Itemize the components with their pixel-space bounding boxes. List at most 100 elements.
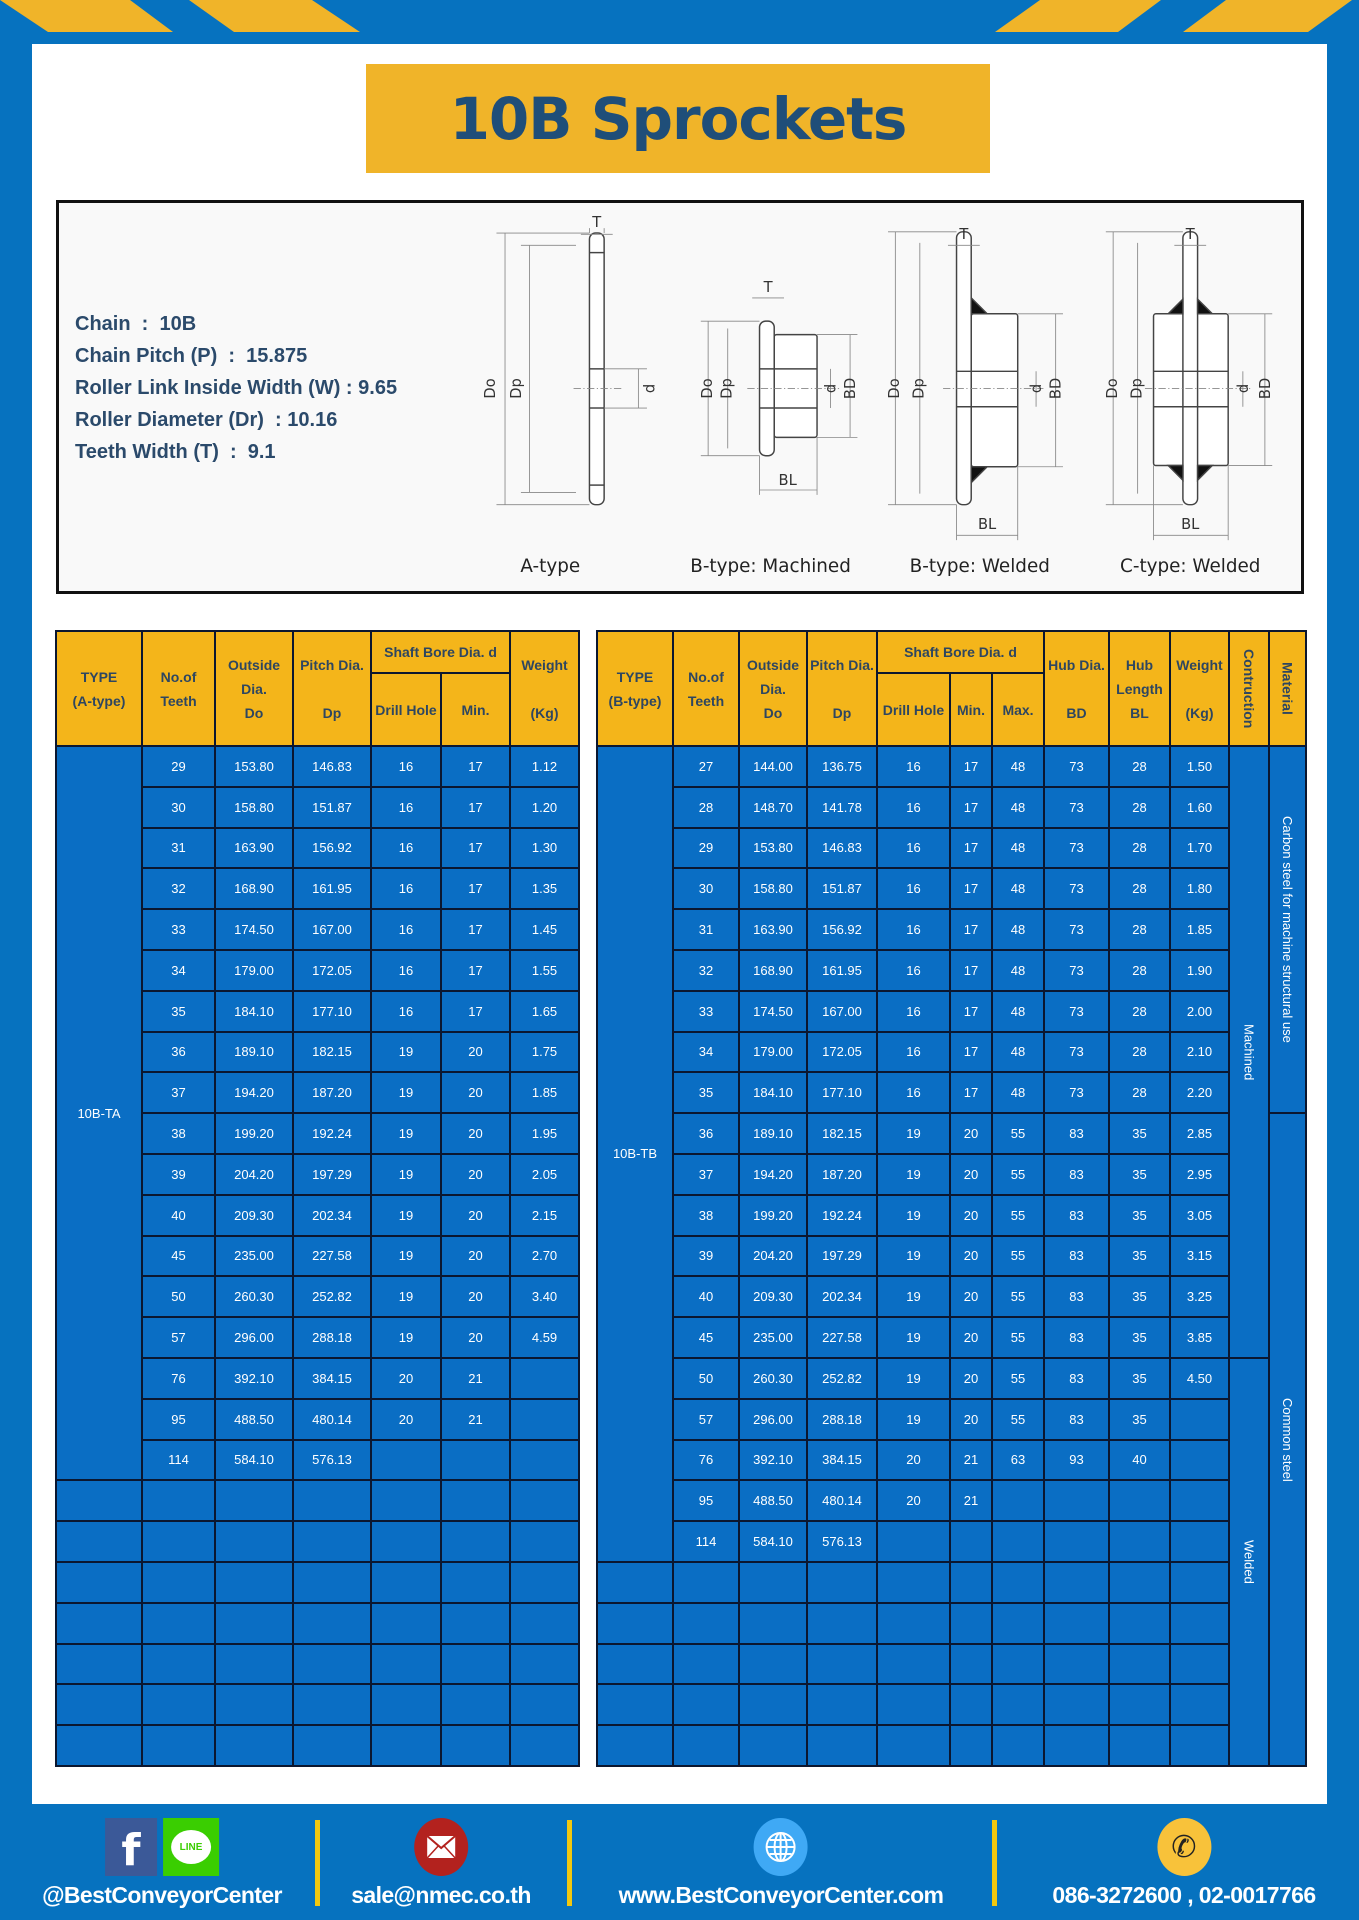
weight-cell [1169,1642,1230,1686]
drill-hole-cell: 16 [370,867,442,911]
drill-hole-cell: 16 [876,826,951,870]
min-bore-cell: 20 [949,1193,993,1237]
table-row: 10B-TB 27 144.00 136.75 16 17 48 73 28 1.50 Machin… [596,744,1307,1563]
spec-teeth-width: Teeth Width (T) : 9.1 [75,441,276,463]
pitch-dia-cell: 161.95 [292,867,372,911]
teeth-cell: 29 [672,826,740,870]
drill-hole-cell [876,1520,951,1563]
max-bore-cell: 55 [991,1316,1045,1359]
drill-hole-cell: 19 [876,1275,951,1319]
phone-numbers[interactable]: 086-3272600 , 02-0017766 [1052,1882,1316,1908]
table-row [596,1642,1306,1686]
min-bore-cell: 17 [949,948,993,992]
drill-hole-cell [876,1683,951,1727]
outside-dia-cell: 392.10 [214,1356,294,1400]
footer-phone[interactable]: ✆ 086-3272600 , 02-0017766 [1052,1818,1316,1909]
min-bore-cell: 17 [949,826,993,870]
type-cell [596,1642,674,1686]
footer-website[interactable]: www.BestConveyorCenter.com [619,1818,944,1909]
email-link[interactable]: sale@nmec.co.th [351,1882,531,1908]
drill-hole-cell [370,1642,442,1686]
teeth-cell: 30 [141,785,216,829]
weight-cell [1169,1479,1230,1523]
hub-dia-cell: 73 [1043,826,1110,870]
outside-dia-cell [738,1724,808,1767]
website-link[interactable]: www.BestConveyorCenter.com [618,1882,944,1908]
hub-dia-cell [1043,1724,1110,1767]
drill-hole-cell: 16 [876,745,951,788]
outside-dia-cell [738,1560,808,1604]
hub-dia-cell: 83 [1043,1112,1110,1155]
table-row: 76 392.10 384.15 20 21 63 93 40 [597,1438,1306,1482]
min-bore-cell: 20 [949,1112,993,1155]
min-bore-cell: 17 [439,989,512,1033]
header-hub-dia: Hub Dia. BD [1043,630,1110,747]
globe-icon[interactable] [754,1818,808,1876]
max-bore-cell: 48 [991,745,1045,788]
header-weight: Weight (Kg) [1169,630,1230,747]
table-row: 35 184.10 177.10 16 17 1.65 [56,989,581,1033]
line-icon[interactable]: LINE [162,1818,219,1876]
type-cell: 10B-TB [596,745,674,1563]
outside-dia-cell: 488.50 [738,1479,808,1523]
min-bore-cell: 17 [439,826,512,870]
pitch-dia-cell: 197.29 [292,1152,372,1196]
pitch-dia-cell [292,1520,372,1563]
phone-icon[interactable]: ✆ [1156,1818,1211,1876]
table-row: 36 189.10 182.15 19 20 1.75 [56,1030,581,1074]
drill-hole-cell [370,1683,442,1727]
outside-dia-cell: 260.30 [214,1275,294,1319]
max-bore-cell: 55 [991,1275,1045,1319]
hub-dia-cell: 83 [1043,1356,1110,1400]
hub-length-cell: 35 [1108,1397,1171,1441]
pitch-dia-cell: 384.15 [292,1356,372,1400]
teeth-cell: 27 [672,745,740,788]
table-row: 114 584.10 576.13 [597,1520,1306,1563]
pitch-dia-cell: 480.14 [806,1479,878,1523]
type-caption-a: A-type [520,556,580,577]
min-bore-cell: 20 [439,1275,512,1319]
outside-dia-cell: 158.80 [738,867,808,911]
social-handle[interactable]: @BestConveyorCenter [42,1882,282,1908]
min-bore-cell: 21 [439,1356,512,1400]
min-bore-cell: 17 [949,785,993,829]
teeth-cell: 36 [141,1030,216,1074]
table-row: 30 158.80 151.87 16 17 48 73 28 1.80 [597,867,1306,911]
teeth-cell: 32 [141,867,216,911]
min-bore-cell: 20 [439,1193,512,1237]
line-badge-text: LINE [170,1830,211,1864]
table-row: 76 392.10 384.15 20 21 [56,1356,581,1400]
pitch-dia-cell: 177.10 [292,989,372,1033]
footer-social[interactable]: f LINE @BestConveyorCenter [42,1818,283,1909]
pitch-dia-cell: 177.10 [806,1071,878,1115]
footer-email[interactable]: sale@nmec.co.th [351,1818,531,1909]
facebook-icon[interactable]: f [104,1818,157,1876]
min-bore-cell [439,1724,512,1767]
hub-length-cell: 35 [1108,1193,1171,1237]
drill-hole-cell: 19 [370,1071,442,1115]
teeth-cell: 76 [672,1438,740,1482]
drill-hole-cell: 16 [876,785,951,829]
outside-dia-cell: 296.00 [738,1397,808,1441]
min-bore-cell: 20 [439,1030,512,1074]
hub-dia-cell: 83 [1043,1152,1110,1196]
teeth-cell: 34 [672,1030,740,1074]
pitch-dia-cell: 202.34 [806,1275,878,1319]
min-bore-cell [949,1642,993,1686]
weight-cell: 3.40 [509,1275,581,1319]
table-row: 40 209.30 202.34 19 20 2.15 [56,1193,581,1237]
max-bore-cell: 55 [991,1234,1045,1278]
hub-length-cell [1108,1479,1171,1523]
construction-machined: Machined [1228,745,1270,1359]
weight-cell: 1.45 [509,908,581,951]
pitch-dia-cell: 172.05 [292,948,372,992]
pitch-dia-cell: 146.83 [806,826,878,870]
pitch-dia-cell [806,1601,878,1645]
weight-cell: 1.20 [509,785,581,829]
drill-hole-cell: 16 [876,908,951,951]
min-bore-cell [439,1520,512,1563]
hub-length-cell: 35 [1108,1152,1171,1196]
outside-dia-cell: 204.20 [214,1152,294,1196]
max-bore-cell: 48 [991,948,1045,992]
email-icon[interactable] [413,1818,468,1876]
